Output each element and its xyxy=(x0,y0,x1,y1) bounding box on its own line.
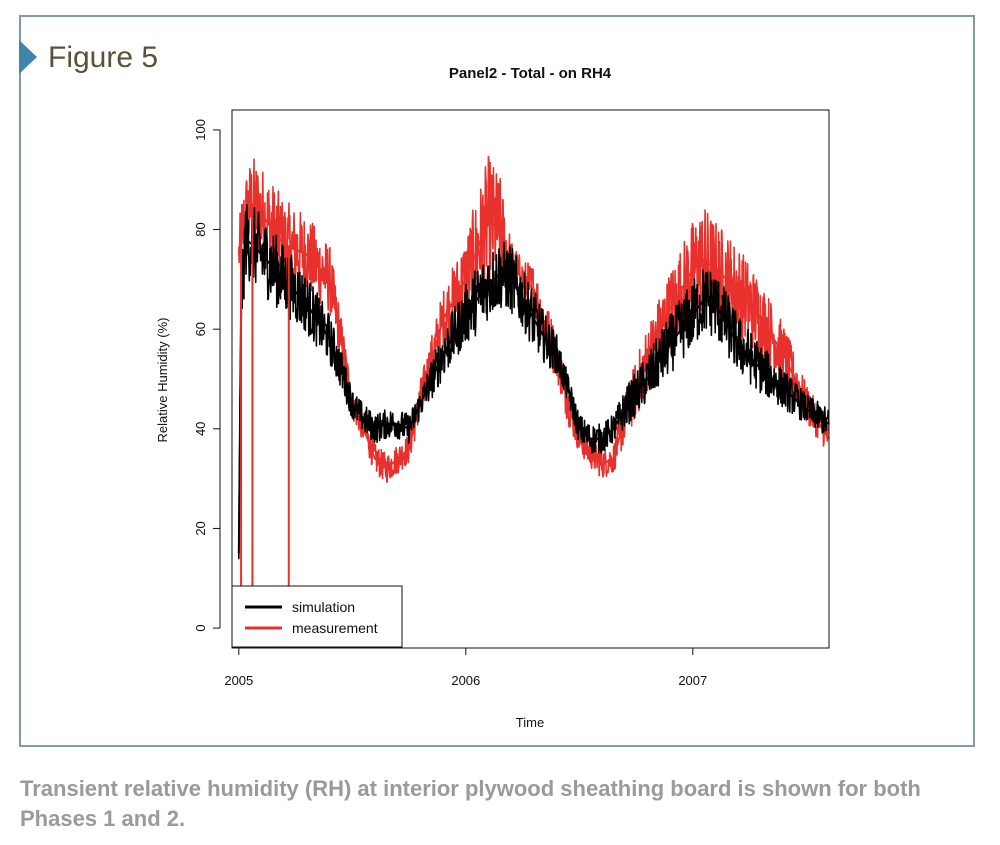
y-axis-label: Relative Humidity (%) xyxy=(155,318,170,443)
figure-frame xyxy=(19,15,975,747)
x-tick-label: 2005 xyxy=(224,673,253,688)
legend-label-simulation: simulation xyxy=(292,599,355,615)
x-tick-label: 2006 xyxy=(451,673,480,688)
series-layer xyxy=(237,155,830,648)
y-tick-label: 100 xyxy=(193,119,208,141)
x-tick-label: 2007 xyxy=(678,673,707,688)
chart: Panel2 - Total - on RH4 2005 2006 2007 0 20… xyxy=(155,65,830,730)
y-tick-label: 40 xyxy=(193,422,208,436)
legend: simulation measurement xyxy=(231,585,403,648)
y-tick-label: 0 xyxy=(193,624,208,631)
legend-box xyxy=(231,585,403,648)
y-tick-label: 20 xyxy=(193,521,208,535)
plot-frame xyxy=(231,109,830,649)
figure-label: Figure 5 xyxy=(48,41,159,74)
series-centerline-simulation xyxy=(237,237,830,554)
series-centerline-measurement xyxy=(237,202,830,471)
x-axis: 2005 2006 2007 xyxy=(224,648,707,688)
series-simulation xyxy=(237,204,830,560)
chart-title: Panel2 - Total - on RH4 xyxy=(449,65,612,82)
x-axis-label: Time xyxy=(516,715,544,730)
figure-marker-triangle-icon xyxy=(19,40,37,74)
y-axis: 0 20 40 60 80 100 xyxy=(193,119,221,632)
legend-label-measurement: measurement xyxy=(292,620,378,636)
y-tick-label: 60 xyxy=(193,322,208,336)
figure-caption: Transient relative humidity (RH) at inte… xyxy=(20,776,921,831)
y-tick-label: 80 xyxy=(193,222,208,236)
series-line-simulation xyxy=(238,204,830,560)
